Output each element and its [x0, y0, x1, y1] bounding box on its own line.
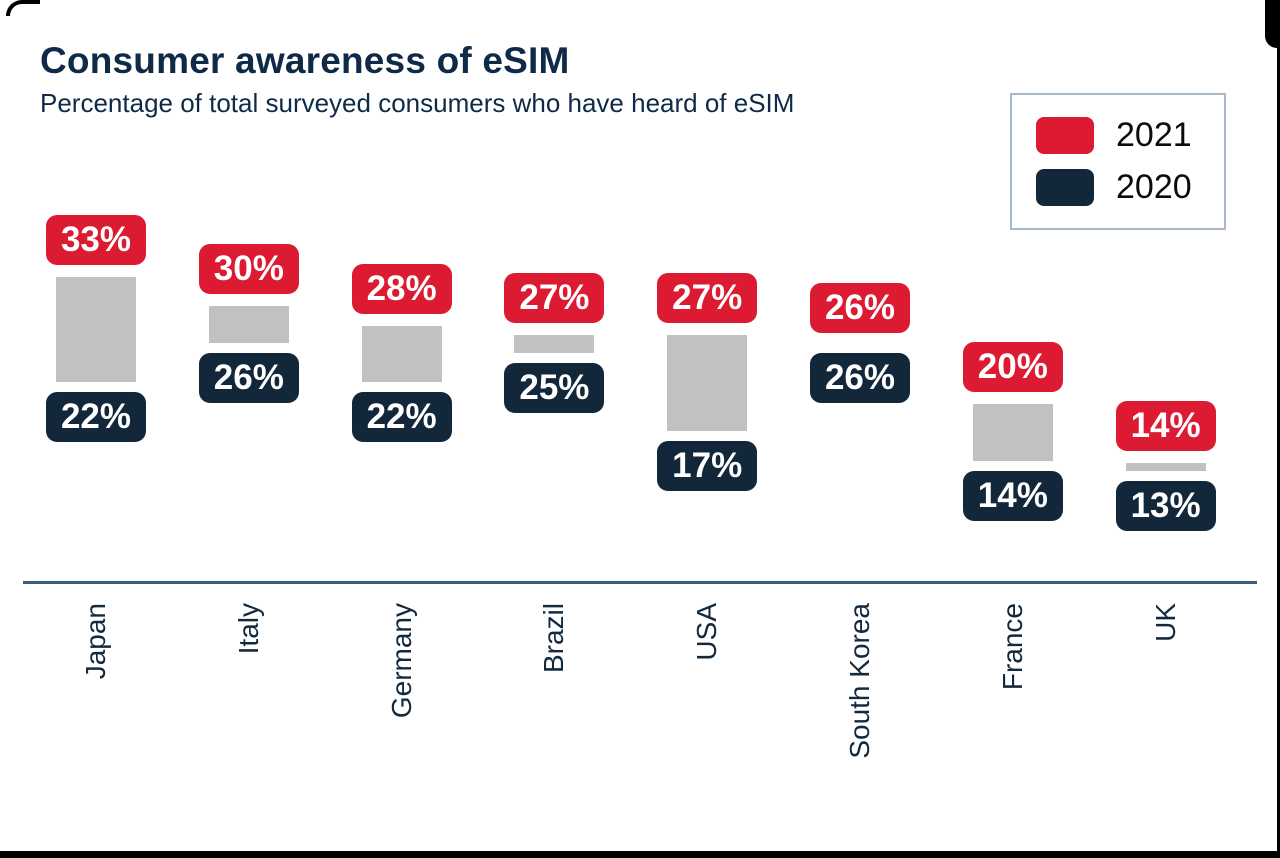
legend-swatch-2021 [1036, 117, 1094, 154]
value-badge-2020-brazil: 25% [504, 363, 605, 413]
country-label-south-korea: South Korea [838, 603, 882, 843]
legend: 2021 2020 [1010, 93, 1226, 230]
connector-bar-france [972, 404, 1053, 461]
value-badge-2021-usa: 27% [657, 273, 758, 324]
value-badge-2020-france: 14% [962, 470, 1063, 521]
value-badge-2021-france: 20% [962, 342, 1063, 392]
country-label-text-japan: Japan [80, 603, 111, 680]
country-label-germany: Germany [380, 603, 424, 843]
country-label-france: France [991, 603, 1035, 843]
connector-bar-italy [208, 306, 289, 344]
country-label-text-france: France [996, 603, 1028, 691]
country-label-text-italy: Italy [232, 603, 264, 655]
country-label-text-usa: USA [691, 603, 723, 661]
connector-bar-japan [56, 276, 136, 383]
country-label-uk: UK [1144, 603, 1188, 843]
country-label-italy: Italy [227, 603, 271, 843]
legend-item-2020: 2020 [1036, 168, 1224, 207]
top-left-corner [6, 0, 40, 16]
top-right-corner [1265, 0, 1280, 48]
country-label-text-south-korea: South Korea [844, 603, 875, 759]
country-label-text-uk: UK [1149, 603, 1181, 642]
legend-item-2021: 2021 [1036, 116, 1224, 155]
bottom-edge-border [0, 851, 1280, 858]
country-label-text-germany: Germany [385, 603, 417, 719]
country-label-usa: USA [685, 603, 729, 843]
country-label-brazil: Brazil [532, 603, 576, 843]
value-badge-2020-germany: 22% [351, 392, 452, 443]
value-badge-2021-germany: 28% [351, 263, 452, 314]
value-badge-2021-uk: 14% [1115, 400, 1216, 451]
connector-bar-usa [667, 335, 748, 432]
value-badge-2021-italy: 30% [198, 244, 299, 294]
legend-swatch-2020 [1036, 169, 1094, 206]
value-badge-2020-japan: 22% [46, 392, 146, 443]
value-badge-2020-italy: 26% [198, 353, 299, 404]
connector-bar-germany [361, 325, 442, 383]
value-badge-2021-south-korea: 26% [810, 283, 910, 334]
value-badge-2020-uk: 13% [1115, 480, 1216, 531]
value-badge-2021-brazil: 27% [504, 273, 605, 324]
country-label-text-brazil: Brazil [538, 603, 570, 674]
chart-title: Consumer awareness of eSIM [40, 40, 570, 81]
legend-label-2020: 2020 [1116, 168, 1192, 206]
connector-bar-brazil [514, 335, 595, 353]
connector-bar-uk [1125, 462, 1206, 471]
value-badge-2020-south-korea: 26% [810, 353, 910, 404]
x-axis-line [23, 581, 1257, 584]
value-badge-2021-japan: 33% [46, 214, 146, 265]
value-badge-2020-usa: 17% [657, 441, 758, 492]
chart-subtitle: Percentage of total surveyed consumers w… [40, 88, 795, 118]
right-edge-border [1277, 0, 1280, 858]
legend-label-2021: 2021 [1116, 116, 1192, 154]
country-label-japan: Japan [74, 603, 118, 843]
